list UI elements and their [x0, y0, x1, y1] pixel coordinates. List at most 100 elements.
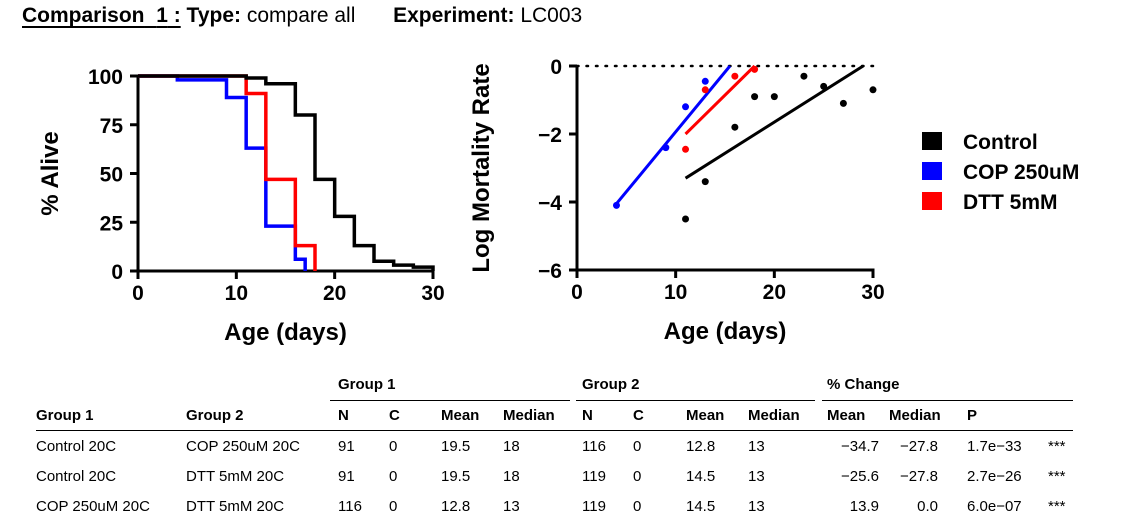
y-tick-label: 0	[111, 261, 123, 284]
significance-marker: ***	[1048, 438, 1066, 455]
charts-canvas: 0 10 20 30 0 25 50 75 100 Age (days) % Alive 0 10 20…	[37, 56, 1079, 346]
data-point-control	[820, 82, 828, 90]
group-header-rule	[822, 400, 1073, 401]
data-point-control	[770, 93, 778, 101]
table-cell: −34.7	[841, 438, 879, 455]
table-cell: 12.8	[686, 438, 716, 455]
data-point-control	[751, 93, 759, 101]
legend-swatch	[922, 192, 942, 210]
column-header: Median	[748, 407, 800, 424]
column-header: C	[633, 407, 644, 424]
y-axis-title: Log Mortality Rate	[468, 63, 495, 272]
column-header: Median	[503, 407, 555, 424]
column-header: Median	[889, 407, 941, 424]
survival-line-dtt-5mm	[138, 74, 317, 271]
group-header: Group 1	[338, 376, 396, 393]
table-cell: DTT 5mM 20C	[186, 498, 285, 515]
table-cell: 13	[748, 468, 765, 485]
column-header: Mean	[441, 407, 480, 424]
significance-marker: ***	[1048, 468, 1066, 485]
significance-marker: ***	[1048, 498, 1066, 515]
x-tick-label: 20	[763, 281, 786, 304]
table-cell: COP 250uM 20C	[36, 498, 150, 515]
column-header: N	[338, 407, 349, 424]
x-tick-label: 10	[225, 282, 248, 305]
column-header: Mean	[686, 407, 725, 424]
table-cell: 0	[633, 438, 642, 455]
y-tick-label: 100	[88, 66, 123, 89]
data-point-control	[682, 215, 690, 223]
column-header: N	[582, 407, 593, 424]
table-cell: 0	[389, 438, 398, 455]
column-header: C	[389, 407, 400, 424]
comparison-title: Comparison 1 :	[22, 4, 181, 27]
table-cell: 119	[582, 498, 606, 515]
table-cell: 0	[633, 468, 642, 485]
chart-legend: Control COP 250uM DTT 5mM	[922, 131, 1079, 214]
data-point-cop-250um	[662, 144, 670, 152]
data-point-control	[800, 72, 808, 80]
table-cell: 0.0	[917, 498, 938, 515]
table-cell: −27.8	[900, 468, 938, 485]
table-cell: −25.6	[841, 468, 879, 485]
x-axis-title: Age (days)	[664, 318, 787, 345]
legend-swatch	[922, 132, 942, 150]
legend-label: DTT 5mM	[963, 191, 1058, 214]
legend-label: Control	[963, 131, 1038, 154]
table-cell: 13	[503, 498, 520, 515]
survival-line-control	[138, 74, 435, 271]
mortality-chart: 0 10 20 30 0 −2 −4 −6 Age (days) Log Mortality Ra…	[468, 56, 885, 345]
fit-line-dtt-5mm	[684, 64, 756, 136]
y-tick-label: 50	[100, 164, 123, 187]
data-point-control	[869, 86, 877, 94]
legend-label: COP 250uM	[963, 161, 1079, 184]
table-cell: 91	[338, 438, 355, 455]
data-point-dtt-5mm	[682, 145, 690, 153]
y-tick-label: −2	[538, 124, 562, 147]
column-header: Mean	[827, 407, 866, 424]
comparison-header: Comparison 1 : Type: compare all Experim…	[22, 4, 582, 28]
y-tick-label: 25	[100, 212, 124, 235]
table-cell: DTT 5mM 20C	[186, 468, 285, 485]
x-tick-label: 30	[421, 282, 444, 305]
table-cell: 13.9	[849, 498, 879, 515]
table-cell: 18	[503, 468, 520, 485]
table-cell: 116	[582, 438, 606, 455]
data-point-control	[701, 178, 709, 186]
x-tick-label: 0	[571, 281, 583, 304]
data-point-control	[731, 123, 739, 131]
table-cell: 14.5	[686, 498, 716, 515]
y-axis-title: % Alive	[37, 131, 64, 215]
column-header-rule	[36, 430, 1073, 431]
table-cell: 1.7e−33	[967, 438, 1022, 455]
table-cell: 13	[748, 438, 765, 455]
table-cell: 0	[389, 468, 398, 485]
table-cell: 119	[582, 468, 606, 485]
x-tick-label: 0	[132, 282, 144, 305]
experiment-label: Experiment:	[393, 4, 515, 27]
survival-chart: 0 10 20 30 0 25 50 75 100 Age (days) % Alive	[37, 66, 445, 346]
y-tick-label: 75	[100, 115, 124, 138]
data-point-dtt-5mm	[701, 86, 709, 94]
x-tick-label: 10	[664, 281, 687, 304]
y-tick-label: −4	[538, 192, 562, 215]
survival-line-cop-250um	[138, 74, 307, 271]
table-cell: −27.8	[900, 438, 938, 455]
table-cell: Control 20C	[36, 468, 117, 485]
table-cell: COP 250uM 20C	[186, 438, 300, 455]
y-tick-label: 0	[550, 56, 562, 79]
table-cell: 19.5	[441, 468, 471, 485]
table-cell: 12.8	[441, 498, 471, 515]
type-value: compare all	[246, 4, 356, 27]
column-header: P	[967, 407, 978, 424]
experiment-value: LC003	[520, 4, 583, 27]
column-header: Group 2	[186, 407, 244, 424]
fit-line-control	[684, 64, 864, 180]
table-cell: 18	[503, 438, 520, 455]
group-header-rule	[330, 400, 570, 401]
data-point-cop-250um	[682, 103, 690, 111]
table-cell: 13	[748, 498, 765, 515]
table-cell: 0	[389, 498, 398, 515]
x-tick-label: 30	[861, 281, 884, 304]
table-cell: 116	[338, 498, 362, 515]
